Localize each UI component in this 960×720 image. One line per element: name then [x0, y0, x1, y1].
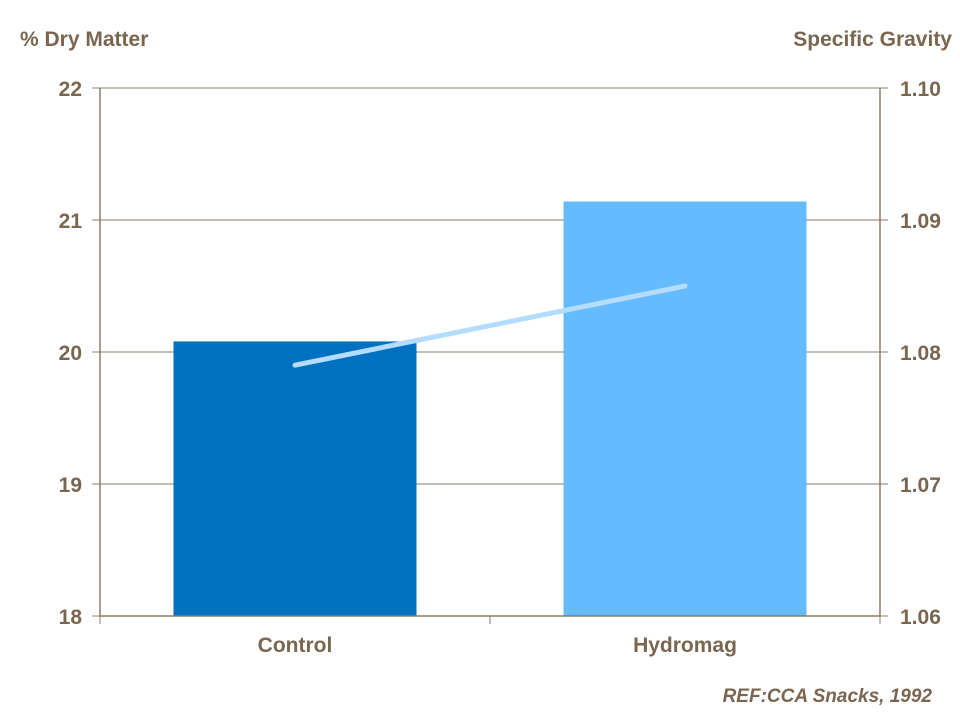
- left-tick-label: 22: [59, 78, 82, 101]
- left-tick-label: 18: [59, 606, 83, 629]
- bar-hydromag: [563, 201, 807, 616]
- right-axis-label: Specific Gravity: [793, 28, 952, 51]
- left-axis-label: % Dry Matter: [20, 28, 148, 51]
- right-tick-label: 1.07: [900, 474, 941, 497]
- specific-gravity-line: [292, 283, 688, 368]
- left-tick-label: 20: [59, 342, 82, 365]
- right-tick-label: 1.08: [900, 342, 941, 365]
- category-label: Control: [258, 634, 333, 657]
- right-tick-label: 1.06: [900, 606, 941, 629]
- reference-annotation: REF:CCA Snacks, 1992: [723, 686, 933, 707]
- left-tick-label: 19: [59, 474, 82, 497]
- left-tick-label: 21: [59, 210, 83, 233]
- right-tick-label: 1.09: [900, 210, 941, 233]
- category-label: Hydromag: [633, 634, 737, 657]
- right-tick-label: 1.10: [900, 78, 941, 101]
- bar-control: [173, 341, 417, 616]
